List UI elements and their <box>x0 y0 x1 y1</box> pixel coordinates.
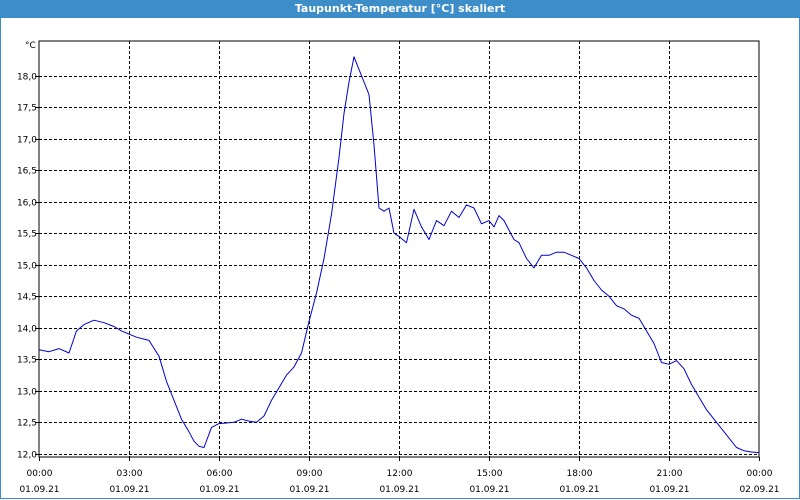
chart-title: Taupunkt-Temperatur [°C] skaliert <box>0 0 800 18</box>
y-axis-ticks: 12,0 12,5 13,0 13,5 14,0 14,5 15,0 15,5 16,0 16,5… <box>17 73 39 461</box>
y-tick-label: 17,0 <box>17 136 37 146</box>
y-tick-label: 12,5 <box>17 419 37 429</box>
x-tick-time-label: 00:00 <box>27 469 53 479</box>
x-tick-time-label: 21:00 <box>657 469 683 479</box>
x-tick-time-label: 09:00 <box>297 469 323 479</box>
x-tick-time-label: 18:00 <box>567 469 593 479</box>
x-tick-date-label: 02.09.21 <box>739 485 779 495</box>
y-tick-label: 16,0 <box>17 199 37 209</box>
y-tick-label: 15,5 <box>17 230 37 240</box>
y-tick-label: 15,0 <box>17 262 37 272</box>
x-tick-time-label: 15:00 <box>477 469 503 479</box>
y-tick-label: 18,0 <box>17 73 37 83</box>
x-axis-ticks: 00:00 01.09.21 03:00 01.09.21 06:00 01.09.21 0… <box>19 457 780 495</box>
x-tick-date-label: 01.09.21 <box>469 485 509 495</box>
series-group <box>38 56 760 454</box>
y-tick-label: 16,5 <box>17 167 37 177</box>
x-tick-time-label: 12:00 <box>387 469 413 479</box>
grid <box>38 40 760 458</box>
x-tick-time-label: 03:00 <box>117 469 143 479</box>
y-tick-label: 13,5 <box>17 356 37 366</box>
x-tick-date-label: 01.09.21 <box>199 485 239 495</box>
x-tick-date-label: 01.09.21 <box>109 485 149 495</box>
x-tick-date-label: 01.09.21 <box>379 485 419 495</box>
y-tick-label: 14,5 <box>17 293 37 303</box>
x-tick-date-label: 01.09.21 <box>289 485 329 495</box>
x-tick-date-label: 01.09.21 <box>649 485 689 495</box>
y-tick-label: 13,0 <box>17 388 37 398</box>
y-tick-label: 12,0 <box>17 451 37 461</box>
x-tick-time-label: 06:00 <box>207 469 233 479</box>
y-tick-label: 17,5 <box>17 104 37 114</box>
y-axis-unit-label: °C <box>25 41 36 51</box>
x-tick-date-label: 01.09.21 <box>19 485 59 495</box>
x-tick-time-label: 00:00 <box>747 469 773 479</box>
y-tick-label: 14,0 <box>17 325 37 335</box>
x-tick-date-label: 01.09.21 <box>559 485 599 495</box>
series-line-0 <box>38 56 760 454</box>
